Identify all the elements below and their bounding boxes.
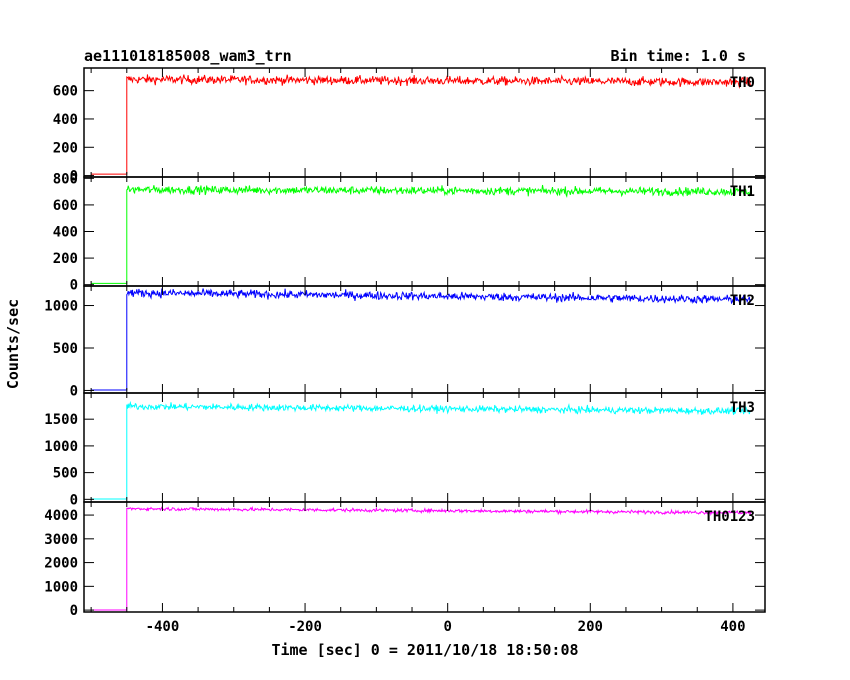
y-tick-label-th1: 200: [53, 251, 78, 267]
series-line-th2: [91, 287, 752, 391]
panel-th1: 0 200 400 600 800 TH1: [53, 171, 766, 294]
panel-frame-th2: [83, 285, 766, 394]
y-tick-label-th0123: 3000: [44, 532, 78, 548]
panel-th0123: 0 1000 2000 3000 4000 TH0123: [44, 501, 766, 619]
x-axis-label: Time [sec] 0 = 2011/10/18 18:50:08: [271, 641, 578, 659]
series-line-th0: [91, 74, 752, 175]
x-tick-label: -200: [288, 619, 322, 635]
x-tick-label: 400: [720, 619, 745, 635]
series-label-th0: TH0: [730, 75, 755, 91]
y-tick-label-th0: 600: [53, 84, 78, 100]
x-tick-label: 0: [443, 619, 451, 635]
y-tick-label-th1: 400: [53, 225, 78, 241]
y-tick-label-th2: 1000: [44, 299, 78, 315]
y-tick-label-th0123: 1000: [44, 579, 78, 595]
panel-th3: 0 500 1000 1500 TH3: [44, 392, 766, 508]
y-tick-label-th1: 0: [70, 278, 78, 294]
y-tick-label-th1: 600: [53, 198, 78, 214]
series-label-th2: TH2: [730, 293, 755, 309]
y-tick-label-th0123: 4000: [44, 508, 78, 524]
y-tick-label-th1: 800: [53, 171, 78, 187]
chart-title: ae111018185008_wam3_trn: [84, 47, 292, 65]
chart-subtitle: Bin time: 1.0 s: [611, 47, 746, 65]
panel-frame-th0: [83, 67, 766, 178]
y-tick-label-th3: 1000: [44, 439, 78, 455]
y-tick-label-th2: 500: [53, 341, 78, 357]
y-tick-label-th3: 1500: [44, 412, 78, 428]
y-tick-label-th0123: 0: [70, 603, 78, 619]
y-tick-label-th2: 0: [70, 383, 78, 399]
y-tick-label-th0123: 2000: [44, 556, 78, 572]
panel-th0: 0 200 400 600 TH0: [53, 67, 766, 185]
panels: 0 200 400 600 TH0 0 200 400 600 800 TH1 0 500 1000 TH2…: [44, 67, 766, 635]
series-label-th1: TH1: [730, 184, 755, 200]
y-tick-label-th3: 500: [53, 466, 78, 482]
series-line-th1: [91, 184, 752, 284]
panel-th2: 0 500 1000 TH2: [44, 285, 766, 399]
y-tick-label-th3: 0: [70, 492, 78, 508]
y-axis-label: Counts/sec: [4, 299, 22, 389]
series-line-th0123: [91, 505, 752, 611]
series-line-th3: [91, 400, 752, 500]
y-tick-label-th0: 0: [70, 169, 78, 185]
y-tick-label-th0: 200: [53, 140, 78, 156]
panel-frame-th0123: [83, 501, 766, 613]
y-tick-label-th0: 400: [53, 112, 78, 128]
x-tick-label: 200: [578, 619, 603, 635]
series-label-th3: TH3: [730, 400, 755, 416]
series-label-th0123: TH0123: [704, 509, 755, 525]
x-tick-label: -400: [146, 619, 180, 635]
